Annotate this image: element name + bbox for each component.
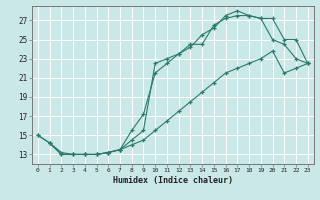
X-axis label: Humidex (Indice chaleur): Humidex (Indice chaleur) [113,176,233,185]
